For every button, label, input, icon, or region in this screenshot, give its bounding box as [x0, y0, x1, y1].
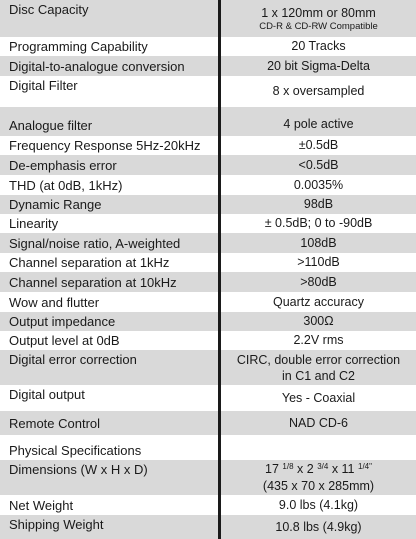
- spec-row-thd: THD (at 0dB, 1kHz) 0.0035%: [0, 175, 416, 195]
- spec-row-digital-output: Digital output Yes - Coaxial: [0, 385, 416, 411]
- spec-label: THD (at 0dB, 1kHz): [9, 177, 123, 193]
- column-divider: [218, 0, 221, 539]
- spec-row-frequency-response: Frequency Response 5Hz-20kHz ±0.5dB: [0, 136, 416, 155]
- spec-value: 300Ω: [303, 314, 334, 328]
- spec-value: 17 1/8 x 2 3/4 x 11 1/4": [265, 461, 372, 476]
- spec-row-digital-filter: Digital Filter 8 x oversampled: [0, 76, 416, 107]
- spec-value: <0.5dB: [298, 157, 339, 172]
- spec-row-dimensions: Dimensions (W x H x D) 17 1/8 x 2 3/4 x …: [0, 460, 416, 495]
- spec-value-line2: (435 x 70 x 285mm): [262, 478, 375, 493]
- spec-value: Yes - Coaxial: [281, 390, 356, 405]
- spec-row-output-level: Output level at 0dB 2.2V rms: [0, 331, 416, 350]
- spec-value-note: CD-R & CD-RW Compatible: [259, 21, 378, 32]
- spec-row-output-impedance: Output impedance 300Ω: [0, 312, 416, 331]
- spec-label: Signal/noise ratio, A-weighted: [9, 235, 181, 251]
- spec-label: Remote Control: [9, 415, 101, 431]
- spec-row-error-correction: Digital error correction CIRC, double er…: [0, 350, 416, 385]
- spec-row-channel-sep-1khz: Channel separation at 1kHz >110dB: [0, 253, 416, 272]
- spec-row-de-emphasis: De-emphasis error <0.5dB: [0, 155, 416, 175]
- spec-label: Output level at 0dB: [9, 333, 120, 348]
- spec-row-signal-noise: Signal/noise ratio, A-weighted 108dB: [0, 233, 416, 253]
- spec-label: Digital-to-analogue conversion: [9, 58, 185, 74]
- spec-row-linearity: Linearity ± 0.5dB; 0 to -90dB: [0, 214, 416, 233]
- spec-value: 2.2V rms: [293, 333, 344, 347]
- spec-label: Shipping Weight: [9, 517, 104, 532]
- spec-value: >110dB: [297, 255, 340, 269]
- spec-label: Dimensions (W x H x D): [9, 462, 148, 477]
- spec-value-line2: in C1 and C2: [282, 368, 355, 383]
- spec-label: Disc Capacity: [9, 2, 89, 17]
- spec-row-wow-flutter: Wow and flutter Quartz accuracy: [0, 292, 416, 312]
- spec-value: 1 x 120mm or 80mm: [261, 6, 376, 20]
- spec-value: Quartz accuracy: [272, 294, 364, 309]
- spec-value-group: 1 x 120mm or 80mm CD-R & CD-RW Compatibl…: [221, 0, 416, 37]
- spec-value: 4 pole active: [283, 117, 354, 131]
- spec-value: 9.0 lbs (4.1kg): [278, 497, 359, 512]
- spec-label: Channel separation at 10kHz: [9, 274, 177, 290]
- spec-label: Linearity: [9, 216, 59, 231]
- spec-row-physical-heading: Physical Specifications: [0, 435, 416, 460]
- spec-value: 8 x oversampled: [272, 84, 365, 98]
- spec-row-dynamic-range: Dynamic Range 98dB: [0, 195, 416, 214]
- spec-label: Digital output: [9, 387, 85, 402]
- spec-label: Wow and flutter: [9, 294, 100, 310]
- spec-value-group: 17 1/8 x 2 3/4 x 11 1/4" (435 x 70 x 285…: [221, 460, 416, 495]
- spec-value: ±0.5dB: [298, 138, 339, 152]
- spec-value: 20 bit Sigma-Delta: [267, 58, 370, 73]
- spec-label: Digital error correction: [9, 352, 137, 367]
- spec-row-shipping-weight: Shipping Weight 10.8 lbs (4.9kg): [0, 515, 416, 539]
- spec-label: Dynamic Range: [9, 197, 102, 212]
- spec-row-channel-sep-10khz: Channel separation at 10kHz >80dB: [0, 272, 416, 292]
- spec-row-remote-control: Remote Control NAD CD-6: [0, 411, 416, 435]
- spec-value: 20 Tracks: [291, 39, 346, 53]
- spec-value: 0.0035%: [293, 177, 344, 192]
- spec-value: ± 0.5dB; 0 to -90dB: [264, 216, 373, 230]
- spec-row-dac: Digital-to-analogue conversion 20 bit Si…: [0, 56, 416, 76]
- spec-row-disc-capacity: Disc Capacity 1 x 120mm or 80mm CD-R & C…: [0, 0, 416, 37]
- spec-label: Digital Filter: [9, 78, 78, 93]
- spec-row-net-weight: Net Weight 9.0 lbs (4.1kg): [0, 495, 416, 515]
- spec-value: >80dB: [300, 274, 337, 289]
- spec-label: Analogue filter: [9, 118, 93, 133]
- spec-value-group: CIRC, double error correction in C1 and …: [221, 350, 416, 385]
- spec-label: Output impedance: [9, 314, 116, 329]
- section-heading: Physical Specifications: [9, 443, 142, 458]
- spec-value: 108dB: [300, 235, 337, 250]
- spec-value: NAD CD-6: [288, 415, 349, 430]
- spec-value: 98dB: [303, 197, 334, 211]
- spec-value: 10.8 lbs (4.9kg): [275, 519, 362, 534]
- spec-row-programming: Programming Capability 20 Tracks: [0, 37, 416, 56]
- spec-value: CIRC, double error correction: [236, 352, 401, 367]
- spec-label: Frequency Response 5Hz-20kHz: [9, 138, 201, 153]
- spec-label: De-emphasis error: [9, 157, 117, 173]
- spec-label: Channel separation at 1kHz: [9, 255, 170, 270]
- spec-label: Net Weight: [9, 497, 74, 513]
- spec-row-analogue-filter: Analogue filter 4 pole active: [0, 107, 416, 136]
- spec-label: Programming Capability: [9, 39, 148, 54]
